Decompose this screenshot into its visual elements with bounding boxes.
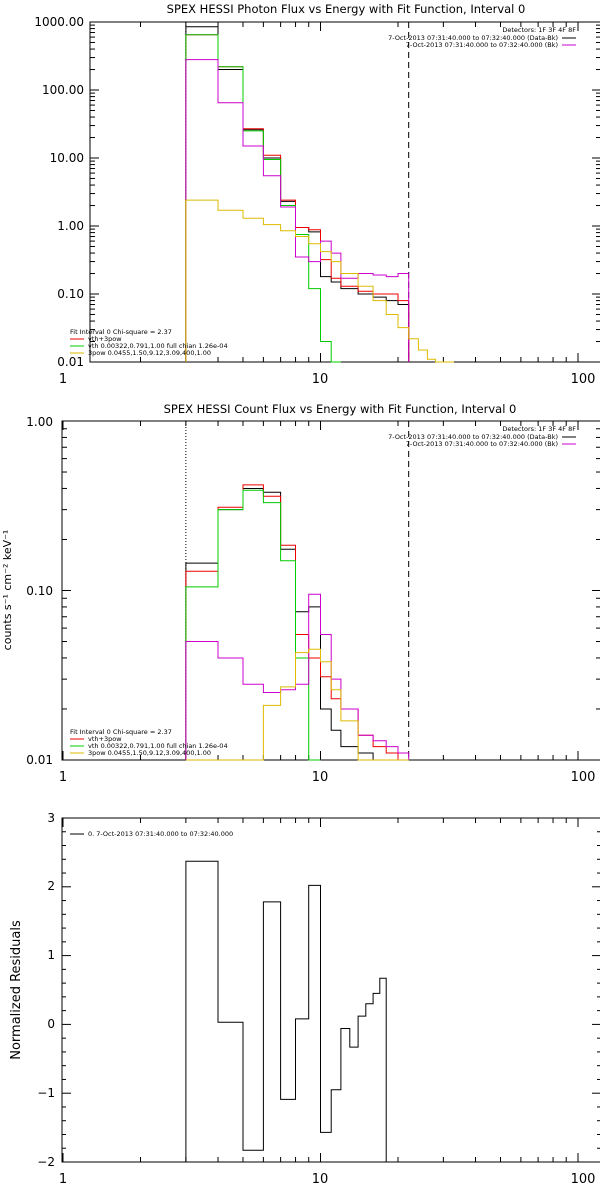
residuals-ytick-label: 1: [47, 948, 55, 962]
photon-flux-fit-range-lines: [185, 22, 410, 362]
series-line: [185, 484, 409, 761]
count-flux-fit-3pow: 3pow 0.0455,1.50,9.12,3.09,400,1.00: [88, 749, 211, 757]
photon-flux-title: SPEX HESSI Photon Flux vs Energy with Fi…: [167, 2, 526, 16]
count-flux-legend-detectors: Detectors: 1F 3F 4F 8F: [502, 425, 576, 433]
photon-flux-ytick-label: 1000.00: [34, 15, 84, 29]
residuals-ticks: [62, 817, 600, 1163]
photon-flux-xtick-label: 100: [571, 372, 596, 387]
residuals-xtick-label: 1: [59, 1172, 67, 1187]
series-line: [185, 34, 410, 362]
photon-flux-panel: SPEX HESSI Photon Flux vs Energy with Fi…: [34, 2, 600, 387]
count-flux-series: [185, 484, 410, 761]
residuals-ytick-label: 2: [47, 879, 55, 893]
photon-flux-legend-data: 7-Oct-2013 07:31:40.000 to 07:32:40.000 …: [388, 34, 558, 42]
photon-flux-ytick-label: 0.10: [57, 287, 84, 301]
photon-flux-ytick-label: 1.00: [57, 219, 84, 233]
photon-flux-fit-3pow: 3pow 0.0455,1.50,9.12,3.09,400,1.00: [88, 349, 211, 357]
series-line: [185, 860, 387, 1162]
photon-flux-fit-total: vth+3pow: [88, 335, 122, 343]
photon-flux-xtick-label: 10: [312, 372, 329, 387]
count-flux-ytick-label: 0.01: [26, 753, 53, 767]
count-flux-xtick-label: 100: [571, 770, 596, 785]
series-line: [185, 34, 341, 363]
residuals-panel: −2 −1 0 1 2 3 Normalized Residuals 1 10 …: [9, 811, 600, 1187]
count-flux-fit-header: Fit Interval 0 Chi-square = 2.37: [70, 728, 172, 736]
count-flux-ylabel: counts s⁻¹ cm⁻² keV⁻¹: [1, 530, 14, 651]
residuals-ytick-label: −2: [37, 1155, 55, 1169]
count-flux-ytick-label: 1.00: [26, 415, 53, 429]
count-flux-fit-range-lines: [185, 421, 410, 760]
photon-flux-fit-header: Fit Interval 0 Chi-square = 2.37: [70, 328, 172, 336]
photon-flux-frame: [89, 21, 600, 363]
count-flux-legend-bk: 7-Oct-2013 07:31:40.000 to 07:32:40.000 …: [406, 440, 558, 448]
count-flux-ytick-label: 0.10: [26, 584, 53, 598]
series-line: [185, 488, 409, 761]
count-flux-fit-total: vth+3pow: [88, 735, 122, 743]
residuals-xtick-label: 100: [571, 1172, 596, 1187]
series-line: [185, 593, 410, 760]
count-flux-xtick-label: 10: [312, 770, 329, 785]
photon-flux-ytick-label: 10.00: [50, 151, 84, 165]
photon-flux-series: [185, 26, 454, 363]
residuals-xtick-label: 10: [312, 1172, 329, 1187]
series-line: [185, 26, 410, 362]
photon-flux-xtick-label: 1: [59, 372, 67, 387]
photon-flux-fit-vth: vth 0.00322,0.791,1.00 full chian 1.26e-…: [88, 342, 228, 350]
photon-flux-legend-bk: 7-Oct-2013 07:31:40.000 to 07:32:40.000 …: [406, 41, 558, 49]
count-flux-legend-data: 7-Oct-2013 07:31:40.000 to 07:32:40.000 …: [388, 433, 558, 441]
count-flux-title: SPEX HESSI Count Flux vs Energy with Fit…: [164, 402, 517, 416]
residuals-frame: [61, 817, 600, 1163]
residuals-series: [185, 860, 387, 1162]
series-line: [185, 648, 409, 761]
residuals-ytick-label: 3: [47, 811, 55, 825]
residuals-legend-text: 0. 7-Oct-2013 07:31:40.000 to 07:32:40.0…: [88, 830, 233, 838]
residuals-ytick-label: 0: [47, 1017, 55, 1031]
series-line: [185, 489, 321, 761]
count-flux-fit-vth: vth 0.00322,0.791,1.00 full chian 1.26e-…: [88, 742, 228, 750]
photon-flux-ytick-label: 100.00: [42, 83, 84, 97]
photon-flux-ticks: [90, 21, 600, 363]
residuals-ytick-label: −1: [37, 1086, 55, 1100]
series-line: [185, 199, 454, 363]
count-flux-panel: SPEX HESSI Count Flux vs Energy with Fit…: [1, 402, 600, 785]
count-flux-xtick-label: 1: [59, 770, 67, 785]
photon-flux-legend-detectors: Detectors: 1F 3F 4F 8F: [502, 26, 576, 34]
photon-flux-ytick-label: 0.01: [57, 355, 84, 369]
residuals-ylabel: Normalized Residuals: [9, 920, 24, 1060]
